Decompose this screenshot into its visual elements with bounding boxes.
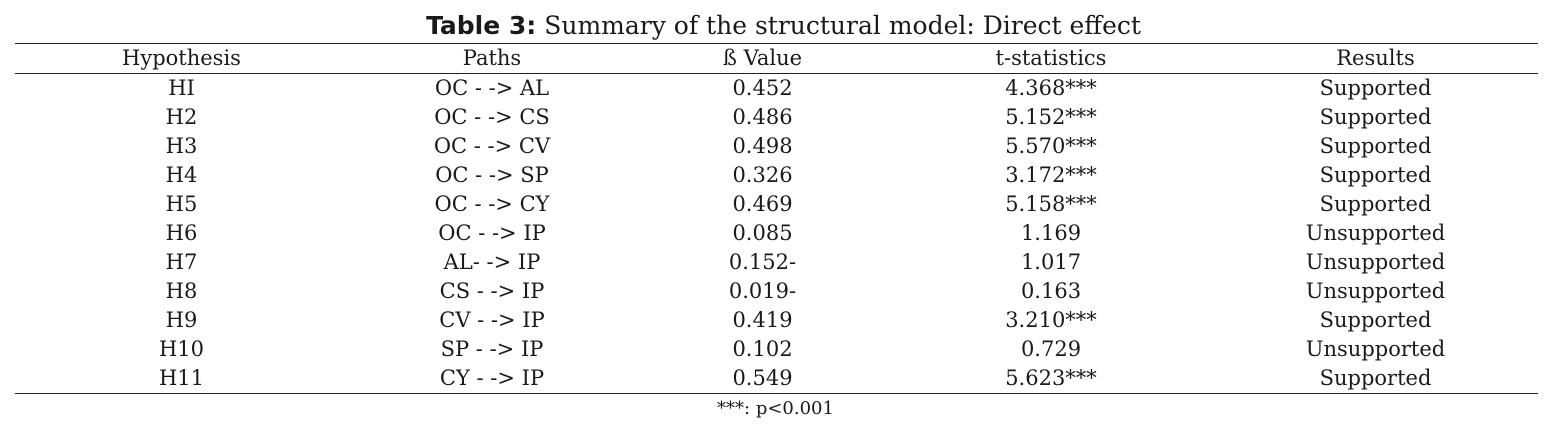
path-cell: OC - -> CS — [434, 105, 550, 129]
significance-note: ***: p<0.001 — [717, 398, 834, 419]
path-cell: OC - -> SP — [435, 163, 549, 187]
t-statistic-cell: 5.152*** — [1005, 105, 1097, 129]
result-cell: Supported — [1319, 163, 1432, 187]
t-statistic-cell: 3.210*** — [1005, 308, 1097, 332]
header-row: Hypothesis Paths ß Value t-statistics Re… — [15, 43, 1538, 74]
t-statistic-cell: 3.172*** — [1005, 163, 1097, 187]
header-paths: Paths — [462, 46, 522, 70]
header-t-statistics: t-statistics — [995, 46, 1107, 70]
path-cell: SP - -> IP — [440, 337, 544, 361]
header-results: Results — [1336, 46, 1415, 70]
structural-model-table: Hypothesis Paths ß Value t-statistics Re… — [15, 43, 1538, 394]
path-cell: CV - -> IP — [439, 308, 545, 332]
beta-value-cell: 0.498 — [732, 134, 793, 158]
table-row: H5 OC - -> CY 0.469 5.158*** Supported — [15, 190, 1538, 219]
hypothesis-cell: H2 — [165, 105, 198, 129]
table-title: Table 3: Summary of the structural model… — [0, 10, 1567, 42]
table-row: H3 OC - -> CV 0.498 5.570*** Supported — [15, 132, 1538, 161]
table-row: H6 OC - -> IP 0.085 1.169 Unsupported — [15, 219, 1538, 248]
hypothesis-cell: H9 — [165, 308, 198, 332]
result-cell: Supported — [1319, 366, 1432, 390]
result-cell: Supported — [1319, 105, 1432, 129]
result-cell: Supported — [1319, 308, 1432, 332]
hypothesis-cell: H3 — [165, 134, 198, 158]
hypothesis-cell: H4 — [165, 163, 198, 187]
result-cell: Unsupported — [1305, 221, 1446, 245]
table-body: HI OC - -> AL 0.452 4.368*** Supported H2 OC -… — [15, 74, 1538, 394]
beta-value-cell: 0.486 — [732, 105, 793, 129]
t-statistic-cell: 0.729 — [1020, 337, 1082, 361]
beta-value-cell: 0.152- — [728, 250, 797, 274]
table-row: HI OC - -> AL 0.452 4.368*** Supported — [15, 74, 1538, 104]
table-row: H2 OC - -> CS 0.486 5.152*** Supported — [15, 103, 1538, 132]
path-cell: OC - -> IP — [438, 221, 546, 245]
hypothesis-cell: HI — [168, 76, 195, 100]
t-statistic-cell: 0.163 — [1020, 279, 1082, 303]
path-cell: AL- -> IP — [443, 250, 541, 274]
beta-value-cell: 0.326 — [732, 163, 793, 187]
result-cell: Supported — [1319, 192, 1432, 216]
hypothesis-cell: H7 — [165, 250, 198, 274]
path-cell: OC - -> CV — [433, 134, 551, 158]
t-statistic-cell: 5.570*** — [1005, 134, 1097, 158]
hypothesis-cell: H5 — [165, 192, 198, 216]
beta-value-cell: 0.469 — [732, 192, 793, 216]
result-cell: Supported — [1319, 76, 1432, 100]
header-hypothesis: Hypothesis — [122, 46, 241, 70]
path-cell: OC - -> CY — [434, 192, 550, 216]
result-cell: Supported — [1319, 134, 1432, 158]
t-statistic-cell: 4.368*** — [1005, 76, 1097, 100]
result-cell: Unsupported — [1305, 279, 1446, 303]
t-statistic-cell: 1.169 — [1020, 221, 1082, 245]
beta-value-cell: 0.085 — [732, 221, 793, 245]
beta-value-cell: 0.419 — [732, 308, 793, 332]
table-caption: Summary of the structural model: Direct … — [544, 11, 1141, 40]
table-row: H10 SP - -> IP 0.102 0.729 Unsupported — [15, 335, 1538, 364]
table-row: H7 AL- -> IP 0.152- 1.017 Unsupported — [15, 248, 1538, 277]
path-cell: CS - -> IP — [439, 279, 545, 303]
table-row: H8 CS - -> IP 0.019- 0.163 Unsupported — [15, 277, 1538, 306]
path-cell: OC - -> AL — [434, 76, 550, 100]
result-cell: Unsupported — [1305, 337, 1446, 361]
beta-value-cell: 0.019- — [728, 279, 797, 303]
beta-value-cell: 0.549 — [732, 366, 793, 390]
hypothesis-cell: H10 — [158, 337, 205, 361]
header-beta-value: ß Value — [722, 46, 803, 70]
table-row: H11 CY - -> IP 0.549 5.623*** Supported — [15, 364, 1538, 394]
result-cell: Unsupported — [1305, 250, 1446, 274]
hypothesis-cell: H11 — [158, 366, 205, 390]
t-statistic-cell: 5.158*** — [1005, 192, 1097, 216]
table-row: H9 CV - -> IP 0.419 3.210*** Supported — [15, 306, 1538, 335]
t-statistic-cell: 5.623*** — [1005, 366, 1097, 390]
beta-value-cell: 0.452 — [732, 76, 793, 100]
table-number: Table 3: — [426, 11, 537, 40]
table-row: H4 OC - -> SP 0.326 3.172*** Supported — [15, 161, 1538, 190]
hypothesis-cell: H8 — [165, 279, 198, 303]
path-cell: CY - -> IP — [439, 366, 545, 390]
t-statistic-cell: 1.017 — [1020, 250, 1082, 274]
hypothesis-cell: H6 — [165, 221, 198, 245]
beta-value-cell: 0.102 — [732, 337, 793, 361]
